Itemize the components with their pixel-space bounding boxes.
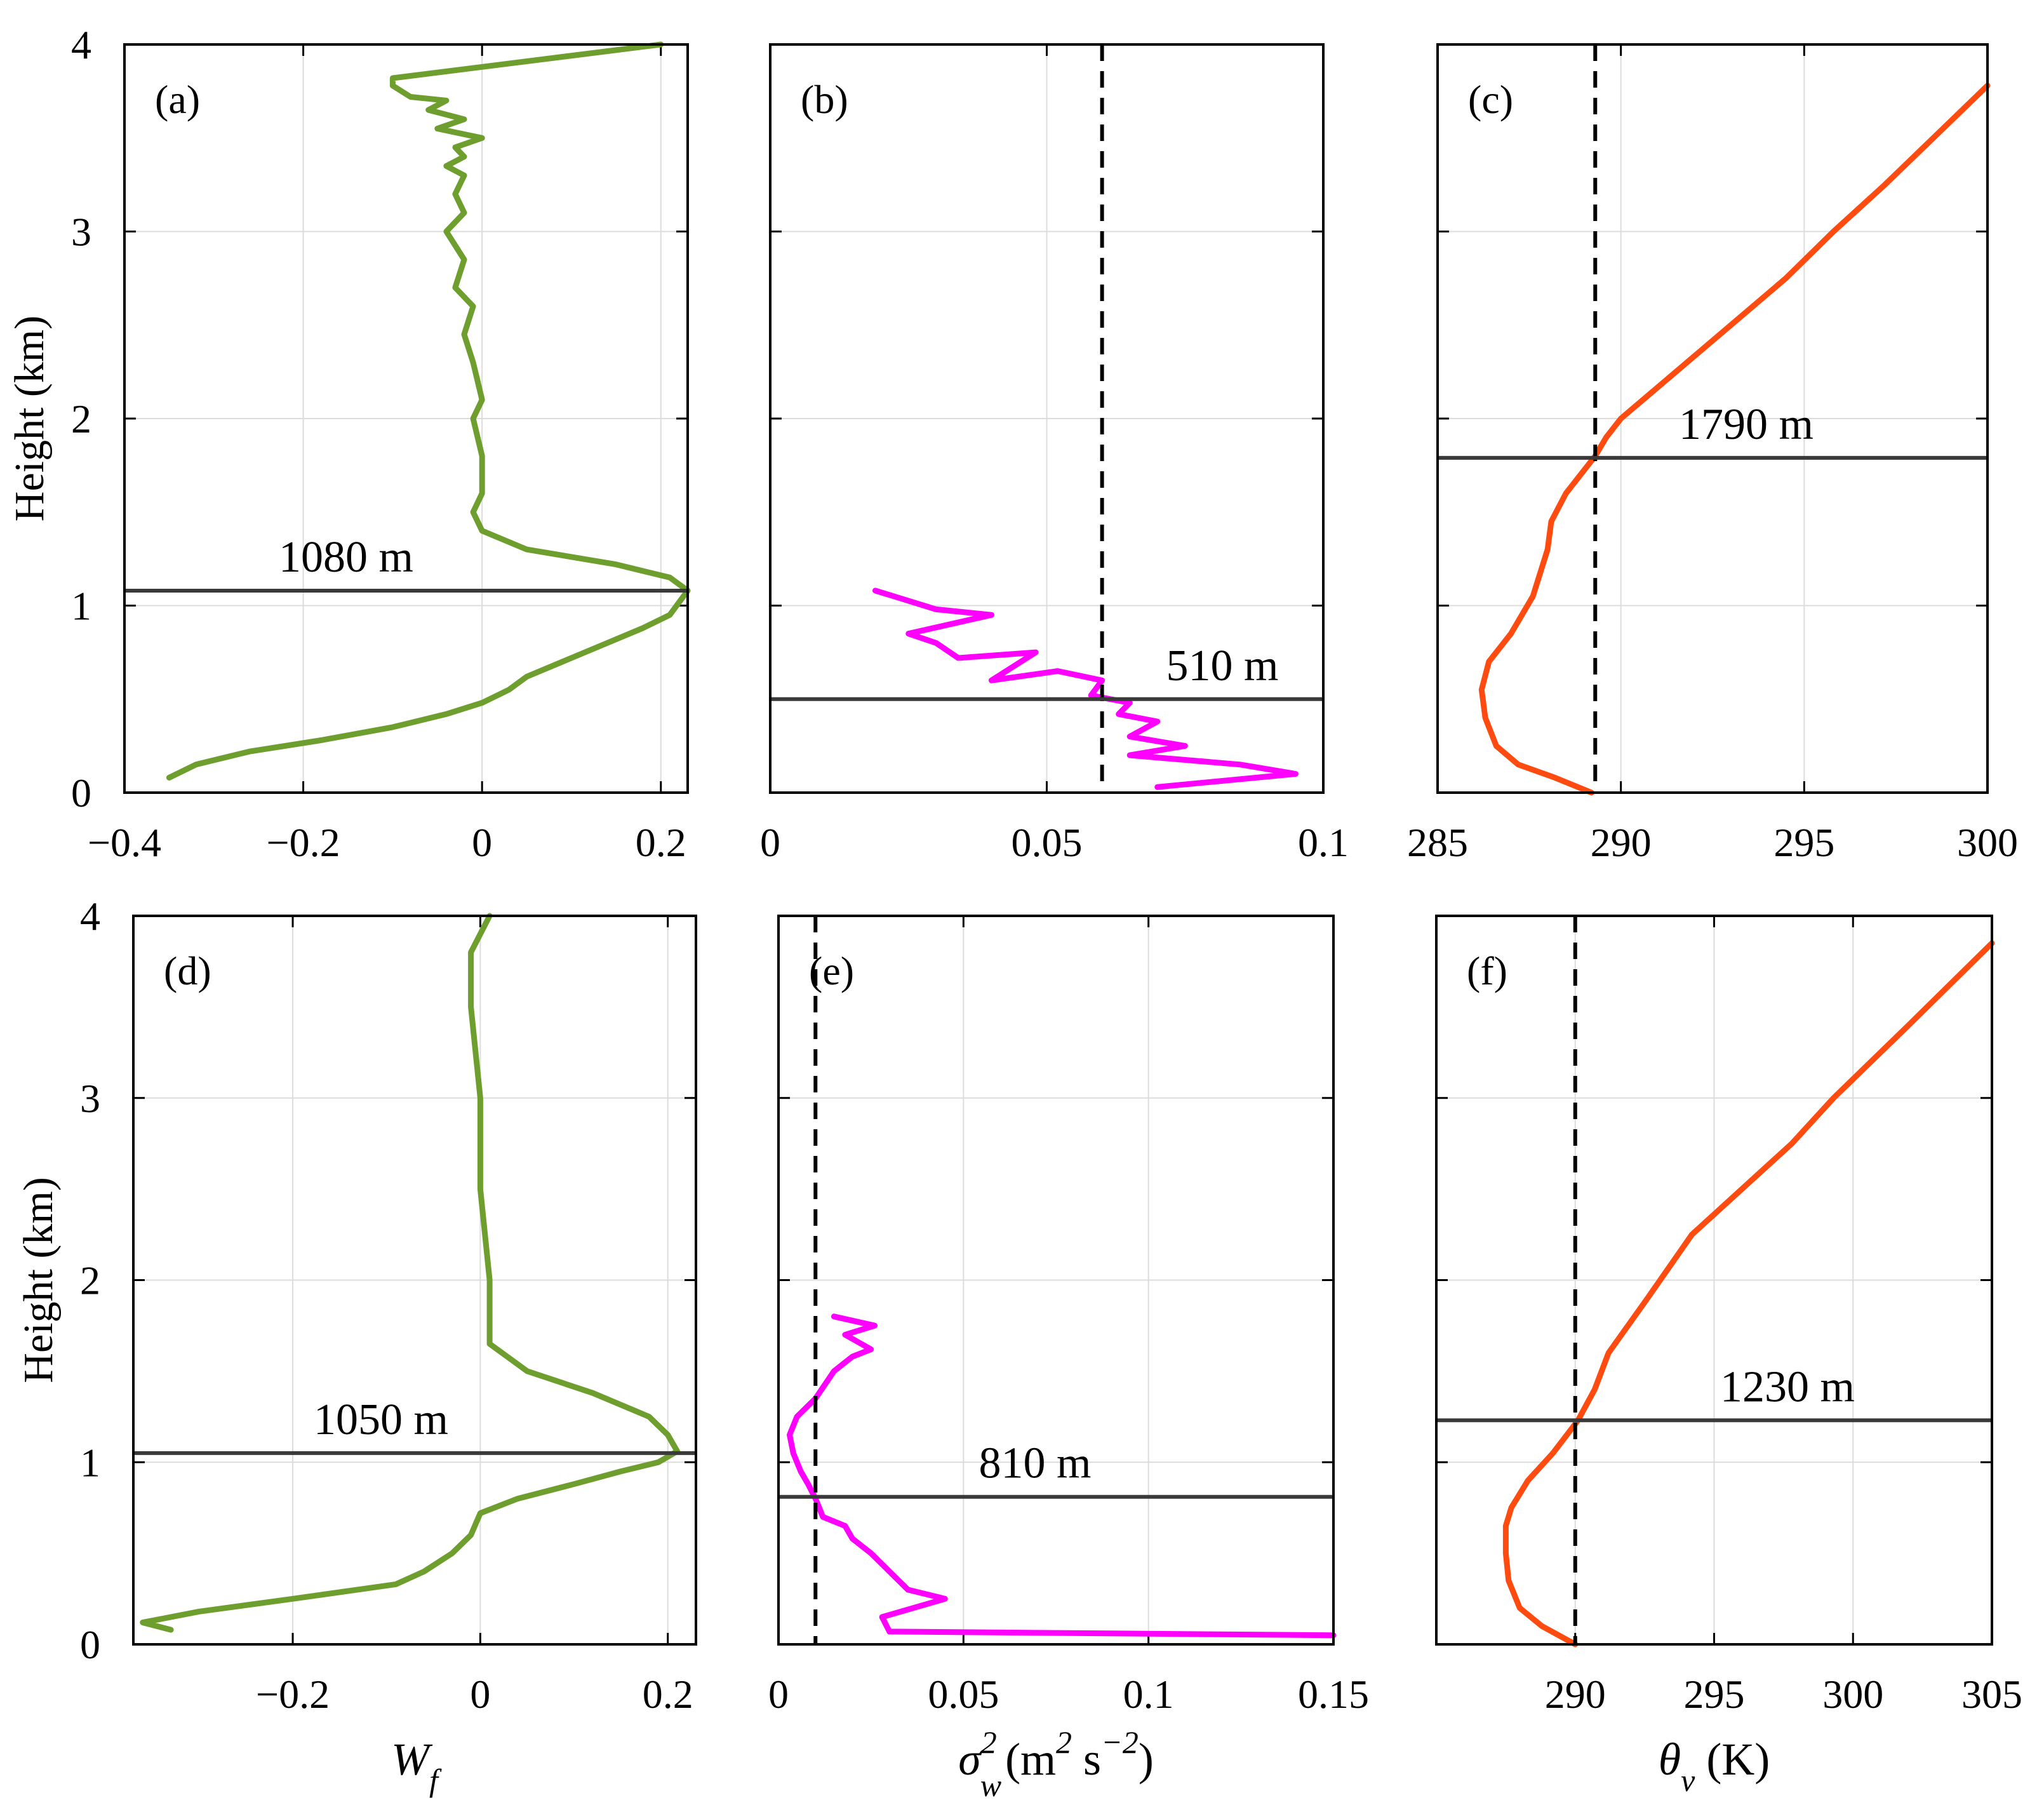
x-tick-label: 295 — [1684, 1672, 1745, 1717]
boundary-label: 1790 m — [1679, 400, 1814, 449]
boundary-label: 1050 m — [314, 1395, 448, 1444]
x-axis-label-part: σ — [958, 1734, 982, 1785]
x-tick-label: 305 — [1961, 1672, 2022, 1717]
series-line — [140, 913, 680, 1633]
y-tick-label: 3 — [80, 1076, 100, 1121]
axes-frame — [1435, 915, 1993, 1646]
x-tick-label: 0 — [760, 820, 780, 865]
x-axis-label-part: 2 — [981, 1724, 997, 1760]
series-line — [872, 587, 1299, 790]
y-tick-label: 2 — [71, 396, 91, 441]
x-tick-label: 0.1 — [1298, 820, 1349, 865]
x-axis-label-part: s — [1072, 1734, 1101, 1785]
x-tick-label: 0 — [768, 1672, 789, 1717]
panel-label: (c) — [1468, 77, 1513, 122]
y-tick-label: 1 — [71, 584, 91, 629]
y-axis-label: Height (km) — [6, 316, 53, 521]
panel-label: (b) — [801, 77, 848, 122]
axes-frame — [1436, 43, 1989, 794]
axes-frame — [769, 43, 1325, 794]
panel-b: 510 m (b) 0 0.05 0.1 — [760, 43, 1349, 865]
x-tick-label: 290 — [1591, 820, 1652, 865]
boundary-label: 510 m — [1166, 641, 1279, 690]
x-axis-label-part: −2 — [1101, 1724, 1139, 1760]
panel-label: (e) — [809, 948, 854, 993]
x-tick-label: 295 — [1773, 820, 1834, 865]
boundary-label: 1230 m — [1720, 1362, 1855, 1411]
panel-label: (a) — [155, 77, 200, 122]
x-tick-label: −0.2 — [256, 1672, 330, 1717]
series-line — [1478, 83, 1991, 796]
y-tick-label: 2 — [80, 1258, 100, 1303]
axes-frame — [123, 43, 689, 794]
x-axis-label-part: v — [1681, 1762, 1695, 1798]
x-axis-label-part: w — [980, 1768, 1001, 1803]
x-tick-label: 0.05 — [1012, 820, 1083, 865]
x-tick-label: 0.05 — [928, 1672, 999, 1717]
x-tick-label: 0 — [472, 820, 492, 865]
x-axis-label-part: W — [391, 1734, 433, 1785]
x-tick-label: 0.2 — [636, 820, 686, 865]
x-axis-label: θv (K) — [1659, 1734, 1770, 1798]
x-axis-label-part: 2 — [1056, 1724, 1072, 1760]
y-tick-label: 3 — [71, 210, 91, 255]
y-tick-label: 4 — [80, 894, 100, 939]
y-tick-label: 4 — [71, 22, 91, 67]
panel-a: 1080 m (a) −0.4 −0.2 0 0.2 0 1 2 3 4 Height (km) — [6, 22, 691, 865]
x-tick-label: −0.4 — [88, 820, 161, 865]
x-tick-label: 0 — [470, 1672, 490, 1717]
x-tick-label: 300 — [1957, 820, 2018, 865]
x-axis-label-part: θ — [1659, 1734, 1681, 1785]
y-tick-label: 1 — [80, 1440, 100, 1485]
x-axis-label-part: f — [429, 1762, 442, 1798]
series-line — [166, 41, 691, 781]
boundary-label: 810 m — [979, 1439, 1092, 1488]
series-line — [1502, 940, 1995, 1648]
x-tick-label: 285 — [1407, 820, 1468, 865]
y-tick-label: 0 — [80, 1622, 100, 1667]
panel-c: 1790 m (c) 285 290 295 300 — [1407, 43, 2018, 865]
x-tick-label: 290 — [1545, 1672, 1606, 1717]
panel-label: (f) — [1467, 948, 1507, 993]
x-axis-label-part: (K) — [1695, 1734, 1770, 1785]
boundary-label: 1080 m — [279, 533, 413, 582]
x-tick-label: 0.2 — [643, 1672, 693, 1717]
panel-f: 1230 m (f) 290 295 300 305 θv (K) — [1435, 915, 2022, 1798]
y-tick-label: 0 — [71, 770, 91, 816]
x-axis-label: σ2 w(m2 s−2) — [958, 1724, 1154, 1803]
y-axis-label: Height (km) — [15, 1177, 62, 1383]
x-tick-label: 0.1 — [1123, 1672, 1174, 1717]
series-line — [787, 1313, 1337, 1639]
x-axis-label-part: (m — [1005, 1734, 1056, 1785]
axes-frame — [132, 915, 697, 1646]
x-tick-label: 0.15 — [1298, 1672, 1369, 1717]
x-tick-label: 300 — [1822, 1672, 1883, 1717]
x-axis-label: Wf — [391, 1734, 442, 1798]
panel-label: (d) — [164, 948, 211, 993]
panel-d: 1050 m (d) −0.2 0 0.2 0 1 2 3 4 Height (km) Wf — [15, 894, 697, 1798]
x-tick-label: −0.2 — [267, 820, 340, 865]
x-axis-label-part: ) — [1139, 1734, 1154, 1785]
axes-frame — [777, 915, 1335, 1646]
